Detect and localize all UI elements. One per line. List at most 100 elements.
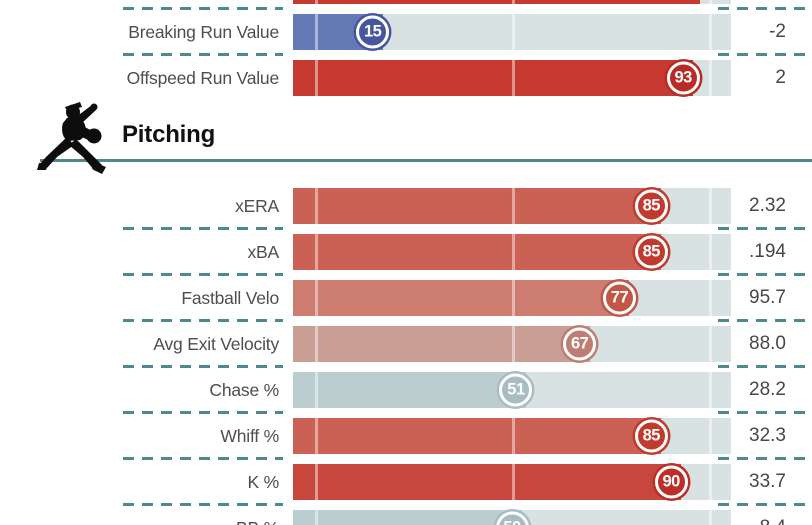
dashed-separator-right <box>718 53 812 56</box>
stat-value: 8.4 <box>731 517 812 525</box>
dashed-separator-left <box>123 227 283 230</box>
stat-label: xBA <box>247 241 280 262</box>
pitching-stat-rows: xERA 85 2.32 xBA 85 .194 Fastball Velo <box>0 183 812 525</box>
percentile-bar-track: 15 <box>293 14 731 50</box>
percentile-bar-track <box>293 0 731 4</box>
gridline-95 <box>709 510 713 525</box>
gridline-95 <box>709 234 713 270</box>
percentile-bar-fill <box>293 234 662 270</box>
stat-row: Chase % 51 28.2 <box>0 365 812 413</box>
gridline-50 <box>512 188 515 224</box>
percentile-badge[interactable]: 67 <box>563 327 597 361</box>
dashed-separator-left <box>123 53 283 56</box>
percentile-badge[interactable]: 85 <box>634 419 668 453</box>
percentile-badge[interactable]: 77 <box>602 281 636 315</box>
gridline-95 <box>709 0 713 4</box>
gridline-50 <box>512 326 515 362</box>
percentile-bar-fill <box>293 188 662 224</box>
gridline-5 <box>314 280 318 316</box>
stat-label: K % <box>247 471 280 492</box>
stat-value: 28.2 <box>749 379 786 400</box>
gridline-5 <box>314 418 318 454</box>
dashed-separator-left <box>123 273 283 276</box>
gridline-95 <box>709 372 713 408</box>
dashed-separator-right <box>718 411 812 414</box>
gridline-50 <box>512 418 515 454</box>
gridline-95 <box>709 188 713 224</box>
gridline-95 <box>709 60 713 96</box>
gridline-95 <box>709 326 713 362</box>
dashed-separator-left <box>123 411 283 414</box>
dashed-separator-left <box>123 457 283 460</box>
dashed-separator-left <box>123 7 283 10</box>
run-value-rows: Breaking Run Value 15 -2 Offspeed Run Va… <box>0 0 812 101</box>
stat-row: K % 90 33.7 <box>0 457 812 505</box>
percentile-badge[interactable]: 51 <box>499 373 533 407</box>
pitcher-icon <box>37 102 106 174</box>
stat-label: Chase % <box>209 379 279 400</box>
stat-row: Breaking Run Value 15 -2 <box>0 7 812 55</box>
stat-row: xBA 85 .194 <box>0 227 812 275</box>
stat-label: Fastball Velo <box>181 287 279 308</box>
dashed-separator-right <box>718 319 812 322</box>
pitching-section-header: Pitching <box>0 101 812 183</box>
percentile-badge[interactable]: 90 <box>654 465 688 499</box>
percentile-bar-fill <box>293 326 590 362</box>
gridline-5 <box>314 14 318 50</box>
percentile-bar-fill <box>293 60 694 96</box>
percentile-badge[interactable]: 85 <box>634 189 668 223</box>
gridline-95 <box>709 280 713 316</box>
percentile-badge[interactable]: 15 <box>356 15 390 49</box>
percentile-bar-fill <box>293 418 662 454</box>
gridline-95 <box>709 418 713 454</box>
stat-label: Avg Exit Velocity <box>153 333 279 354</box>
gridline-95 <box>709 464 713 500</box>
percentile-bar-track: 67 <box>293 326 731 362</box>
stat-row: Fastball Velo 77 95.7 <box>0 273 812 321</box>
stat-value: 2 <box>775 67 786 88</box>
stat-value: 95.7 <box>749 287 786 308</box>
gridline-5 <box>314 0 318 4</box>
gridline-5 <box>314 372 318 408</box>
stat-row <box>0 0 812 9</box>
stat-row: BB % 50 8.4 <box>0 503 812 525</box>
percentile-bar-fill <box>293 372 526 408</box>
percentile-badge[interactable]: 93 <box>666 61 700 95</box>
gridline-50 <box>512 0 515 4</box>
percentile-bar-track: 51 <box>293 372 731 408</box>
stat-row: Whiff % 85 32.3 <box>0 411 812 459</box>
stat-row: Avg Exit Velocity 67 88.0 <box>0 319 812 367</box>
gridline-5 <box>314 60 318 96</box>
gridline-5 <box>314 464 318 500</box>
percentile-bar-track: 93 <box>293 60 731 96</box>
gridline-50 <box>512 60 515 96</box>
percentile-bar-track: 85 <box>293 418 731 454</box>
stat-label: xERA <box>235 195 279 216</box>
section-title: Pitching <box>122 121 216 148</box>
dashed-separator-right <box>718 503 812 506</box>
stat-value: 33.7 <box>749 471 786 492</box>
percentile-bar-fill <box>293 510 522 525</box>
percentile-bar-track: 90 <box>293 464 731 500</box>
dashed-separator-right <box>718 273 812 276</box>
gridline-5 <box>314 188 318 224</box>
gridline-50 <box>512 280 515 316</box>
percentile-badge[interactable]: 85 <box>634 235 668 269</box>
gridline-50 <box>512 234 515 270</box>
gridline-5 <box>314 326 318 362</box>
stat-label: Whiff % <box>220 425 279 446</box>
dashed-separator-left <box>123 319 283 322</box>
stat-label: BB % <box>0 518 293 525</box>
stat-value: .194 <box>749 241 786 262</box>
stat-row: Offspeed Run Value 93 2 <box>0 53 812 101</box>
percentile-bar-fill <box>293 0 701 4</box>
percentile-bar-track: 50 <box>293 510 731 525</box>
percentile-bar-fill <box>293 464 682 500</box>
stat-value: 2.32 <box>749 195 786 216</box>
gridline-5 <box>314 234 318 270</box>
gridline-95 <box>709 14 713 50</box>
stat-value: 32.3 <box>749 425 786 446</box>
gridline-5 <box>314 510 318 525</box>
gridline-50 <box>512 464 515 500</box>
